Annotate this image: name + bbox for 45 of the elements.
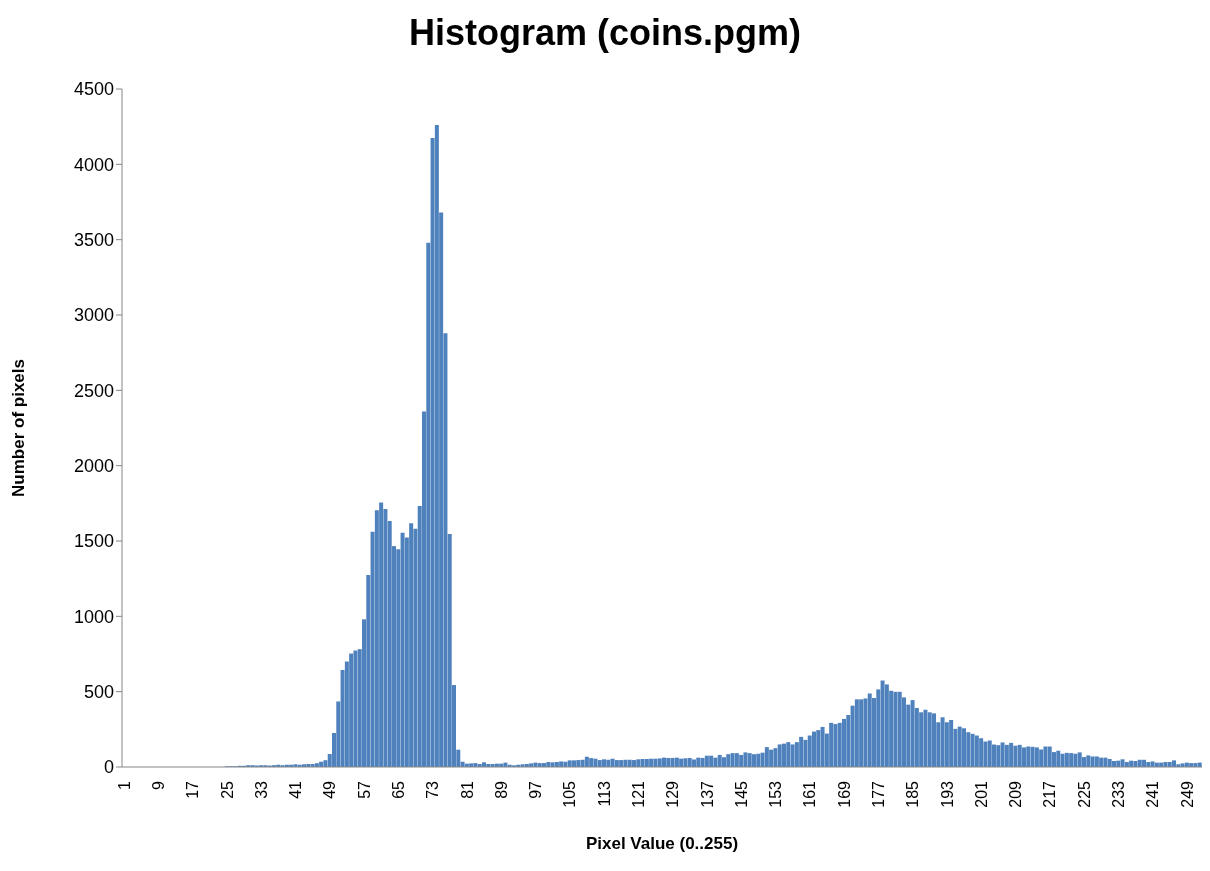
x-tick-label: 201 [972,780,990,808]
x-axis-title: Pixel Value (0..255) [585,834,739,853]
x-tick-label: 57 [355,780,373,799]
y-tick-label: 1000 [73,606,114,627]
x-tick-label: 249 [1178,780,1196,808]
x-tick-label: 225 [1075,780,1093,808]
y-tick-label: 2000 [73,456,114,477]
x-tick-label: 17 [184,780,202,799]
y-tick-label: 1500 [73,531,114,552]
y-tick-label: 2500 [73,380,114,401]
y-tick-label: 4500 [73,79,114,100]
y-tick-label: 0 [103,757,114,778]
x-tick-label: 121 [629,780,647,808]
chart-title: Histogram (coins.pgm) [408,12,802,54]
x-tick-label: 137 [698,780,716,808]
x-tick-label: 49 [321,780,339,799]
x-tick-label: 161 [801,780,819,808]
x-tick-label: 41 [287,780,305,799]
x-tick-label: 233 [1109,780,1127,808]
x-tick-label: 169 [835,780,853,808]
x-tick-label: 97 [527,780,545,799]
x-tick-label: 113 [595,780,613,807]
y-tick-label: 3500 [73,230,114,251]
x-tick-label: 89 [492,780,510,799]
x-tick-label: 73 [424,780,442,799]
x-tick-label: 1 [115,780,133,790]
x-tick-label: 217 [1041,780,1059,808]
x-tick-label: 129 [664,780,682,808]
x-tick-label: 193 [938,780,956,808]
x-tick-label: 105 [561,780,579,808]
y-tick-label: 3000 [73,305,114,326]
x-tick-label: 81 [458,780,476,799]
x-tick-label: 33 [252,780,270,799]
x-tick-label: 145 [732,780,750,808]
y-tick-label: 4000 [73,154,114,175]
x-tick-label: 209 [1007,780,1025,808]
y-axis-title: Number of pixels [9,359,29,497]
x-tick-label: 25 [218,780,236,799]
x-tick-label: 185 [904,780,922,808]
x-tick-label: 177 [869,780,887,808]
x-tick-label: 241 [1144,780,1162,808]
x-tick-label: 65 [389,780,407,799]
x-tick-label: 153 [767,780,785,808]
y-tick-label: 500 [83,682,114,703]
x-tick-label: 9 [149,780,167,790]
